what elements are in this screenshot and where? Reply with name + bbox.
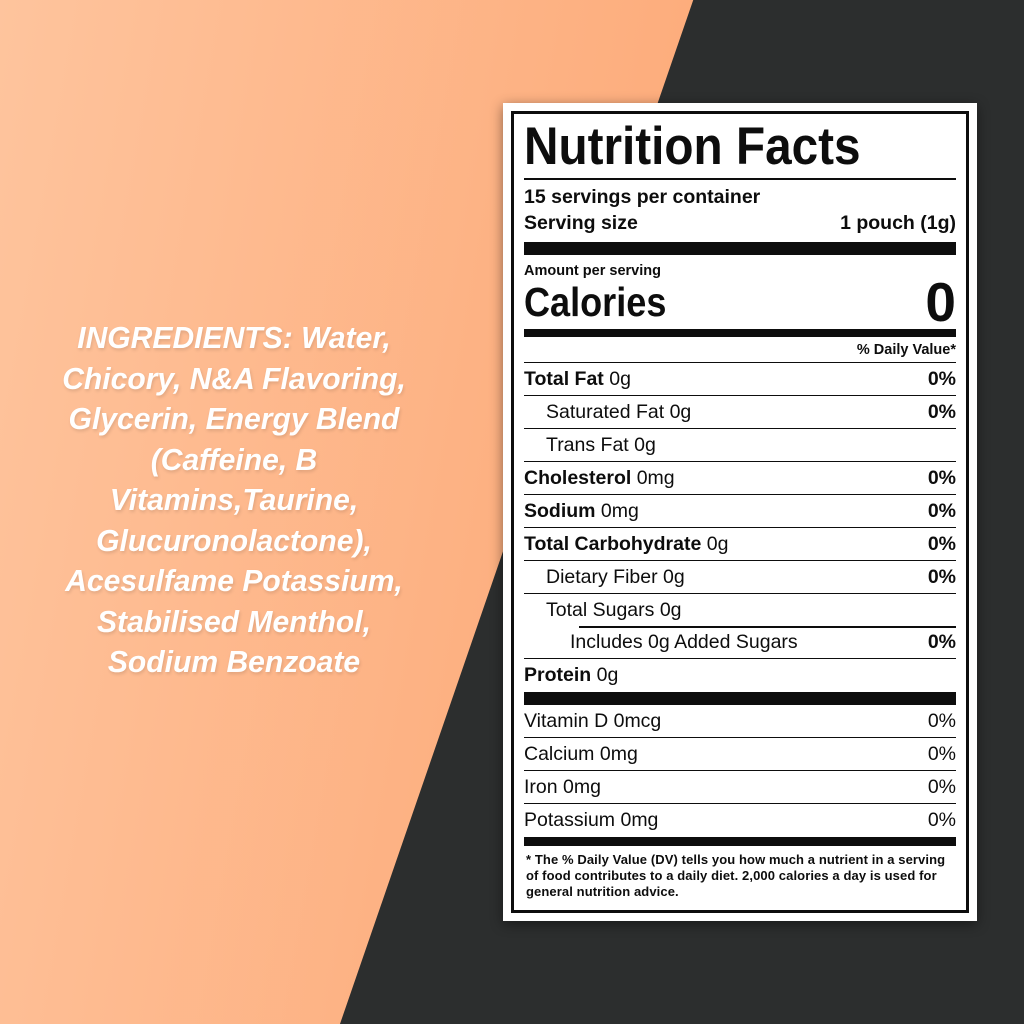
nutrient-row-iron: Iron 0mg 0% [524, 770, 956, 803]
nutrient-row-saturated-fat: Saturated Fat 0g 0% [524, 395, 956, 428]
nutrient-label: Iron [524, 775, 558, 798]
nutrient-amount: 0g [659, 598, 682, 621]
nutrient-label: Trans Fat [546, 433, 629, 456]
nutrient-label: Total Fat [524, 367, 604, 390]
nutrient-label: Saturated Fat [546, 400, 665, 423]
nutrient-dv: 0% [927, 775, 956, 798]
nutrient-amount: 0g [706, 532, 729, 555]
nutrient-label: Calcium [524, 742, 595, 765]
nutrient-row-trans-fat: Trans Fat 0g [524, 428, 956, 461]
nutrient-label: Total Carbohydrate [524, 532, 702, 555]
amount-per-serving-label: Amount per serving [524, 263, 661, 279]
nutrient-dv: 0% [927, 367, 956, 390]
nutrient-row-sodium: Sodium 0mg 0% [524, 494, 956, 527]
nutrient-row-total-fat: Total Fat 0g 0% [524, 363, 956, 395]
nutrient-amount: 0mg [563, 775, 601, 798]
nutrient-row-protein: Protein 0g [524, 658, 956, 691]
nutrient-label: Includes 0g Added Sugars [570, 630, 798, 653]
nutrient-row-cholesterol: Cholesterol 0mg 0% [524, 461, 956, 494]
nutrient-row-potassium: Potassium 0mg 0% [524, 803, 956, 836]
thick-divider [524, 692, 956, 705]
serving-size-value: 1 pouch (1g) [840, 212, 956, 234]
calories-label: Calories [524, 279, 667, 325]
nutrient-amount: 0mg [620, 808, 659, 831]
nutrient-amount: 0mcg [613, 709, 662, 732]
nutrient-row-total-carbohydrate: Total Carbohydrate 0g 0% [524, 527, 956, 560]
nutrient-dv: 0% [927, 466, 956, 489]
nutrient-label: Vitamin D [524, 709, 609, 732]
nutrient-amount: 0g [634, 433, 656, 456]
nutrient-label: Total Sugars [546, 598, 655, 621]
nutrient-label: Protein [524, 663, 592, 686]
nutrient-amount: 0mg [636, 466, 675, 489]
nutrient-label: Cholesterol [524, 466, 632, 489]
nutrient-amount: 0g [596, 663, 619, 686]
nutrient-amount: 0g [669, 400, 692, 423]
calories-row: Calories 0 [524, 271, 956, 333]
serving-size-label: Serving size [524, 212, 638, 234]
nutrient-dv: 0% [927, 499, 956, 522]
nutrient-row-vitamin-d: Vitamin D 0mcg 0% [524, 705, 956, 737]
nutrient-amount: 0mg [600, 499, 639, 522]
nutrition-label-inner-border: Nutrition Facts 15 servings per containe… [511, 111, 969, 913]
nutrient-amount: 0g [609, 367, 631, 390]
thick-divider [524, 329, 956, 337]
nutrient-row-dietary-fiber: Dietary Fiber 0g 0% [524, 560, 956, 593]
nutrient-dv: 0% [927, 400, 956, 423]
nutrient-label: Potassium [524, 808, 616, 831]
nutrition-facts-title: Nutrition Facts [524, 117, 861, 176]
servings-per-container: 15 servings per container [524, 186, 761, 208]
nutrient-label: Sodium [524, 499, 596, 522]
footnote-text: * The % Daily Value (DV) tells you how m… [526, 852, 946, 900]
ingredients-text: INGREDIENTS: Water, Chicory, N&A Flavori… [62, 320, 406, 679]
calories-value: 0 [925, 271, 956, 333]
nutrient-row-added-sugars: Includes 0g Added Sugars 0% [524, 626, 956, 658]
nutrient-row-total-sugars: Total Sugars 0g [524, 593, 956, 626]
nutrient-label: Dietary Fiber [546, 565, 658, 588]
title-divider [524, 178, 956, 180]
nutrient-amount: 0mg [599, 742, 638, 765]
nutrient-dv: 0% [927, 808, 956, 831]
thick-divider [524, 242, 956, 255]
serving-size-row: Serving size 1 pouch (1g) [524, 210, 956, 242]
nutrient-dv: 0% [927, 709, 956, 732]
thick-divider [524, 837, 956, 846]
nutrient-dv: 0% [927, 532, 956, 555]
nutrient-amount: 0g [663, 565, 685, 588]
nutrient-dv: 0% [927, 630, 956, 653]
daily-value-header: % Daily Value* [524, 337, 956, 363]
nutrient-row-calcium: Calcium 0mg 0% [524, 737, 956, 770]
nutrient-dv: 0% [927, 565, 956, 588]
nutrition-label: Nutrition Facts 15 servings per containe… [503, 103, 977, 921]
nutrient-dv: 0% [927, 742, 956, 765]
